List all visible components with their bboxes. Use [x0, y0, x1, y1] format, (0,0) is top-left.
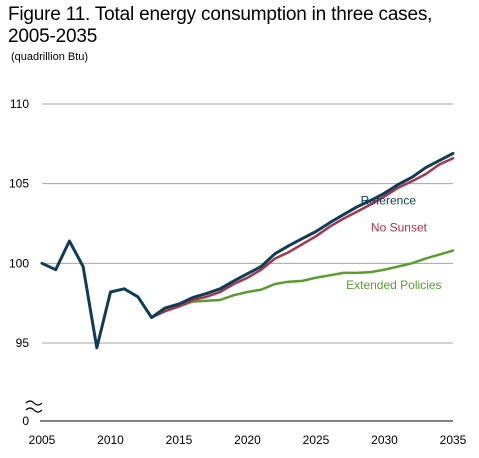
series-lines	[40, 151, 455, 350]
axes	[25, 400, 453, 422]
y-tick-labels: 110 105 100 95 0	[9, 97, 29, 428]
axis-break-icon	[25, 400, 43, 413]
series-line-no-sunset	[150, 156, 455, 319]
axis-break-wave-1	[25, 400, 43, 406]
x-tick-label-2005: 2005	[29, 433, 56, 447]
x-tick-label-2010: 2010	[97, 433, 124, 447]
x-tick-label-2025: 2025	[303, 433, 330, 447]
series-label-extended-policies: Extended Policies	[346, 278, 441, 292]
y-tick-label-105: 105	[9, 177, 29, 191]
chart-title: Figure 11. Total energy consumption in t…	[8, 4, 433, 47]
series-label-reference: Reference	[361, 193, 417, 207]
series-labels: Extended Policies No Sunset Reference	[346, 193, 441, 291]
y-tick-label-100: 100	[9, 256, 29, 270]
y-tick-label-0: 0	[22, 414, 29, 428]
chart-subtitle: (quadrillion Btu)	[11, 51, 89, 63]
x-tick-label-2015: 2015	[166, 433, 193, 447]
x-tick-label-2020: 2020	[234, 433, 261, 447]
grid-lines	[42, 103, 453, 344]
axis-break-wave-2	[25, 407, 43, 413]
y-tick-label-110: 110	[10, 97, 29, 111]
series-line-reference	[40, 151, 455, 350]
series-line-extended-policies	[150, 249, 455, 319]
y-tick-label-95: 95	[16, 336, 30, 350]
x-tick-labels: 2005 2010 2015 2020 2025 2030 2035	[29, 433, 467, 447]
x-tick-label-2035: 2035	[440, 433, 467, 447]
x-tick-label-2030: 2030	[371, 433, 398, 447]
series-label-no-sunset: No Sunset	[371, 220, 428, 234]
